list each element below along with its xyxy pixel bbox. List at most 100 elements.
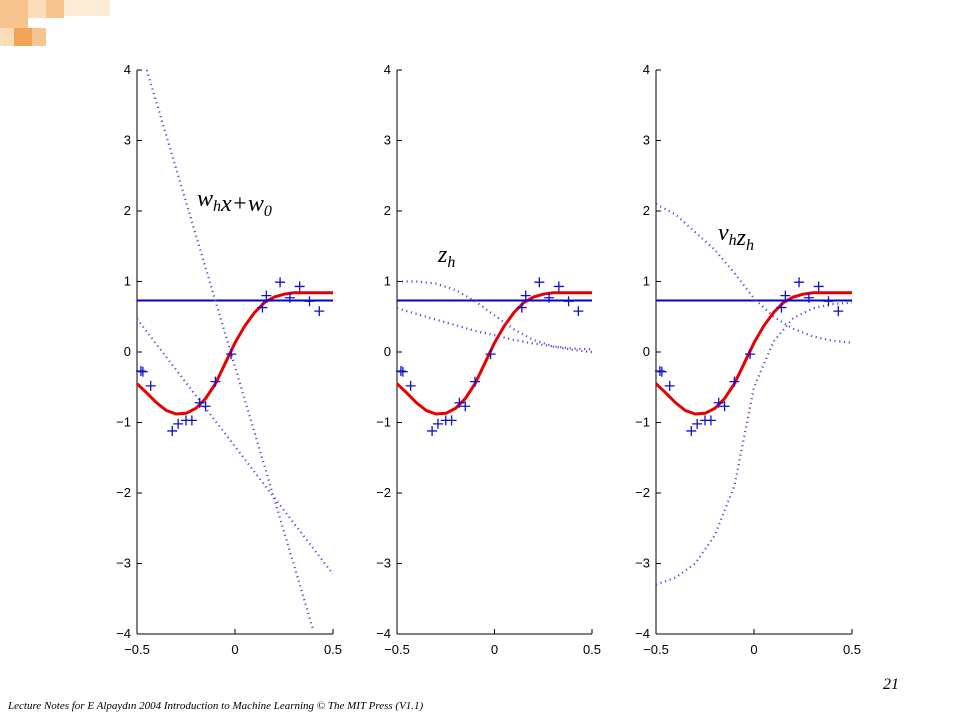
y-tick-label: −2 bbox=[376, 485, 391, 500]
data-point bbox=[397, 366, 408, 377]
data-point bbox=[395, 366, 406, 377]
y-tick-label: −1 bbox=[376, 415, 391, 430]
data-point bbox=[432, 418, 443, 429]
panel-3: −4 −3 −2 −1 0 1 2 3 4 −0.5 0 0.5 vhzh bbox=[635, 62, 861, 657]
data-point bbox=[553, 281, 564, 292]
data-point bbox=[470, 376, 480, 387]
x-tick-label: −0.5 bbox=[384, 642, 410, 657]
panel-2: −4 −3 −2 −1 0 1 2 3 4 −0.5 0 0.5 zh bbox=[376, 62, 601, 657]
data-point bbox=[167, 425, 178, 436]
data-point bbox=[692, 418, 703, 429]
annotation-text: x+w bbox=[220, 191, 264, 217]
annotation-text: v bbox=[718, 220, 729, 246]
data-point bbox=[713, 397, 724, 408]
deco-bar bbox=[64, 0, 110, 16]
data-point bbox=[261, 290, 272, 301]
data-point bbox=[460, 401, 471, 412]
data-point bbox=[654, 366, 665, 377]
y-tick-label: 2 bbox=[124, 203, 131, 218]
data-point bbox=[544, 292, 555, 303]
y-tick-label: −2 bbox=[116, 485, 131, 500]
x-tick-label: −0.5 bbox=[643, 642, 669, 657]
annotation-subscript: h bbox=[729, 232, 737, 249]
deco-square-3 bbox=[14, 28, 32, 46]
y-tick-label: −3 bbox=[635, 556, 650, 571]
y-tick-label: 4 bbox=[643, 62, 650, 77]
y-tick-label: −4 bbox=[116, 626, 131, 641]
data-point bbox=[776, 302, 787, 313]
data-point bbox=[454, 397, 465, 408]
data-point bbox=[794, 277, 805, 288]
data-point bbox=[823, 296, 834, 307]
x-tick-label: 0.5 bbox=[583, 642, 601, 657]
y-tick-label: 1 bbox=[643, 274, 650, 289]
y-tick-label: 4 bbox=[384, 62, 391, 77]
data-point bbox=[705, 415, 716, 426]
data-point bbox=[485, 349, 496, 360]
y-tick-label: −3 bbox=[116, 556, 131, 571]
y-tick-label: 2 bbox=[643, 203, 650, 218]
annotation-text: w bbox=[197, 186, 213, 212]
data-point bbox=[314, 306, 325, 317]
data-point bbox=[573, 306, 584, 317]
data-point bbox=[664, 380, 675, 391]
x-tick-label: 0 bbox=[491, 642, 498, 657]
x-tick-label: 0 bbox=[750, 642, 757, 657]
data-point bbox=[520, 290, 531, 301]
y-tick-label: 0 bbox=[124, 344, 131, 359]
deco-square-4 bbox=[46, 0, 64, 18]
footer-citation: Lecture Notes for E Alpaydın 2004 Introd… bbox=[8, 700, 424, 712]
data-point bbox=[833, 306, 844, 317]
y-tick-label: −2 bbox=[635, 485, 650, 500]
annotation-subscript: 0 bbox=[264, 203, 272, 220]
y-tick-label: 1 bbox=[384, 274, 391, 289]
data-point bbox=[226, 349, 237, 360]
x-tick-label: 0 bbox=[231, 642, 238, 657]
annotation-text: z bbox=[437, 242, 448, 268]
data-point bbox=[284, 292, 295, 303]
data-point bbox=[534, 277, 545, 288]
y-tick-label: −1 bbox=[116, 415, 131, 430]
x-tick-label: 0.5 bbox=[324, 642, 342, 657]
data-point bbox=[427, 425, 438, 436]
series-line-1 bbox=[395, 291, 592, 416]
series-line-3 bbox=[655, 203, 853, 344]
y-tick-label: −4 bbox=[376, 626, 391, 641]
page-number: 21 bbox=[883, 676, 899, 693]
data-point bbox=[275, 277, 286, 288]
series-line-4 bbox=[396, 307, 593, 351]
y-tick-label: 4 bbox=[124, 62, 131, 77]
annotation-subscript: h bbox=[746, 237, 754, 254]
y-tick-label: −3 bbox=[376, 556, 391, 571]
data-point bbox=[145, 380, 156, 391]
data-point bbox=[294, 281, 305, 292]
data-point bbox=[719, 401, 730, 412]
annotation-subscript: h bbox=[213, 198, 221, 215]
annotation-label: vhzh bbox=[718, 220, 754, 254]
y-tick-label: 1 bbox=[124, 274, 131, 289]
data-point bbox=[686, 425, 697, 436]
data-point bbox=[656, 366, 667, 377]
data-point bbox=[135, 366, 146, 377]
series-line-1 bbox=[135, 291, 333, 416]
y-tick-label: 3 bbox=[643, 133, 650, 148]
annotation-subscript: h bbox=[447, 254, 455, 271]
y-tick-label: −1 bbox=[635, 415, 650, 430]
data-point bbox=[257, 302, 268, 313]
y-tick-label: 2 bbox=[384, 203, 391, 218]
series-line-4 bbox=[136, 318, 334, 575]
data-point bbox=[813, 281, 824, 292]
data-point bbox=[516, 302, 527, 313]
y-tick-label: 0 bbox=[384, 344, 391, 359]
data-point bbox=[186, 415, 197, 426]
annotation-label: whx+w0 bbox=[197, 186, 272, 220]
series-line-4 bbox=[655, 301, 853, 586]
data-point bbox=[780, 290, 791, 301]
data-point bbox=[194, 397, 205, 408]
data-point bbox=[173, 418, 184, 429]
x-tick-label: −0.5 bbox=[124, 642, 150, 657]
data-point bbox=[563, 296, 574, 307]
data-point bbox=[210, 376, 221, 387]
annotation-text: z bbox=[736, 225, 747, 251]
